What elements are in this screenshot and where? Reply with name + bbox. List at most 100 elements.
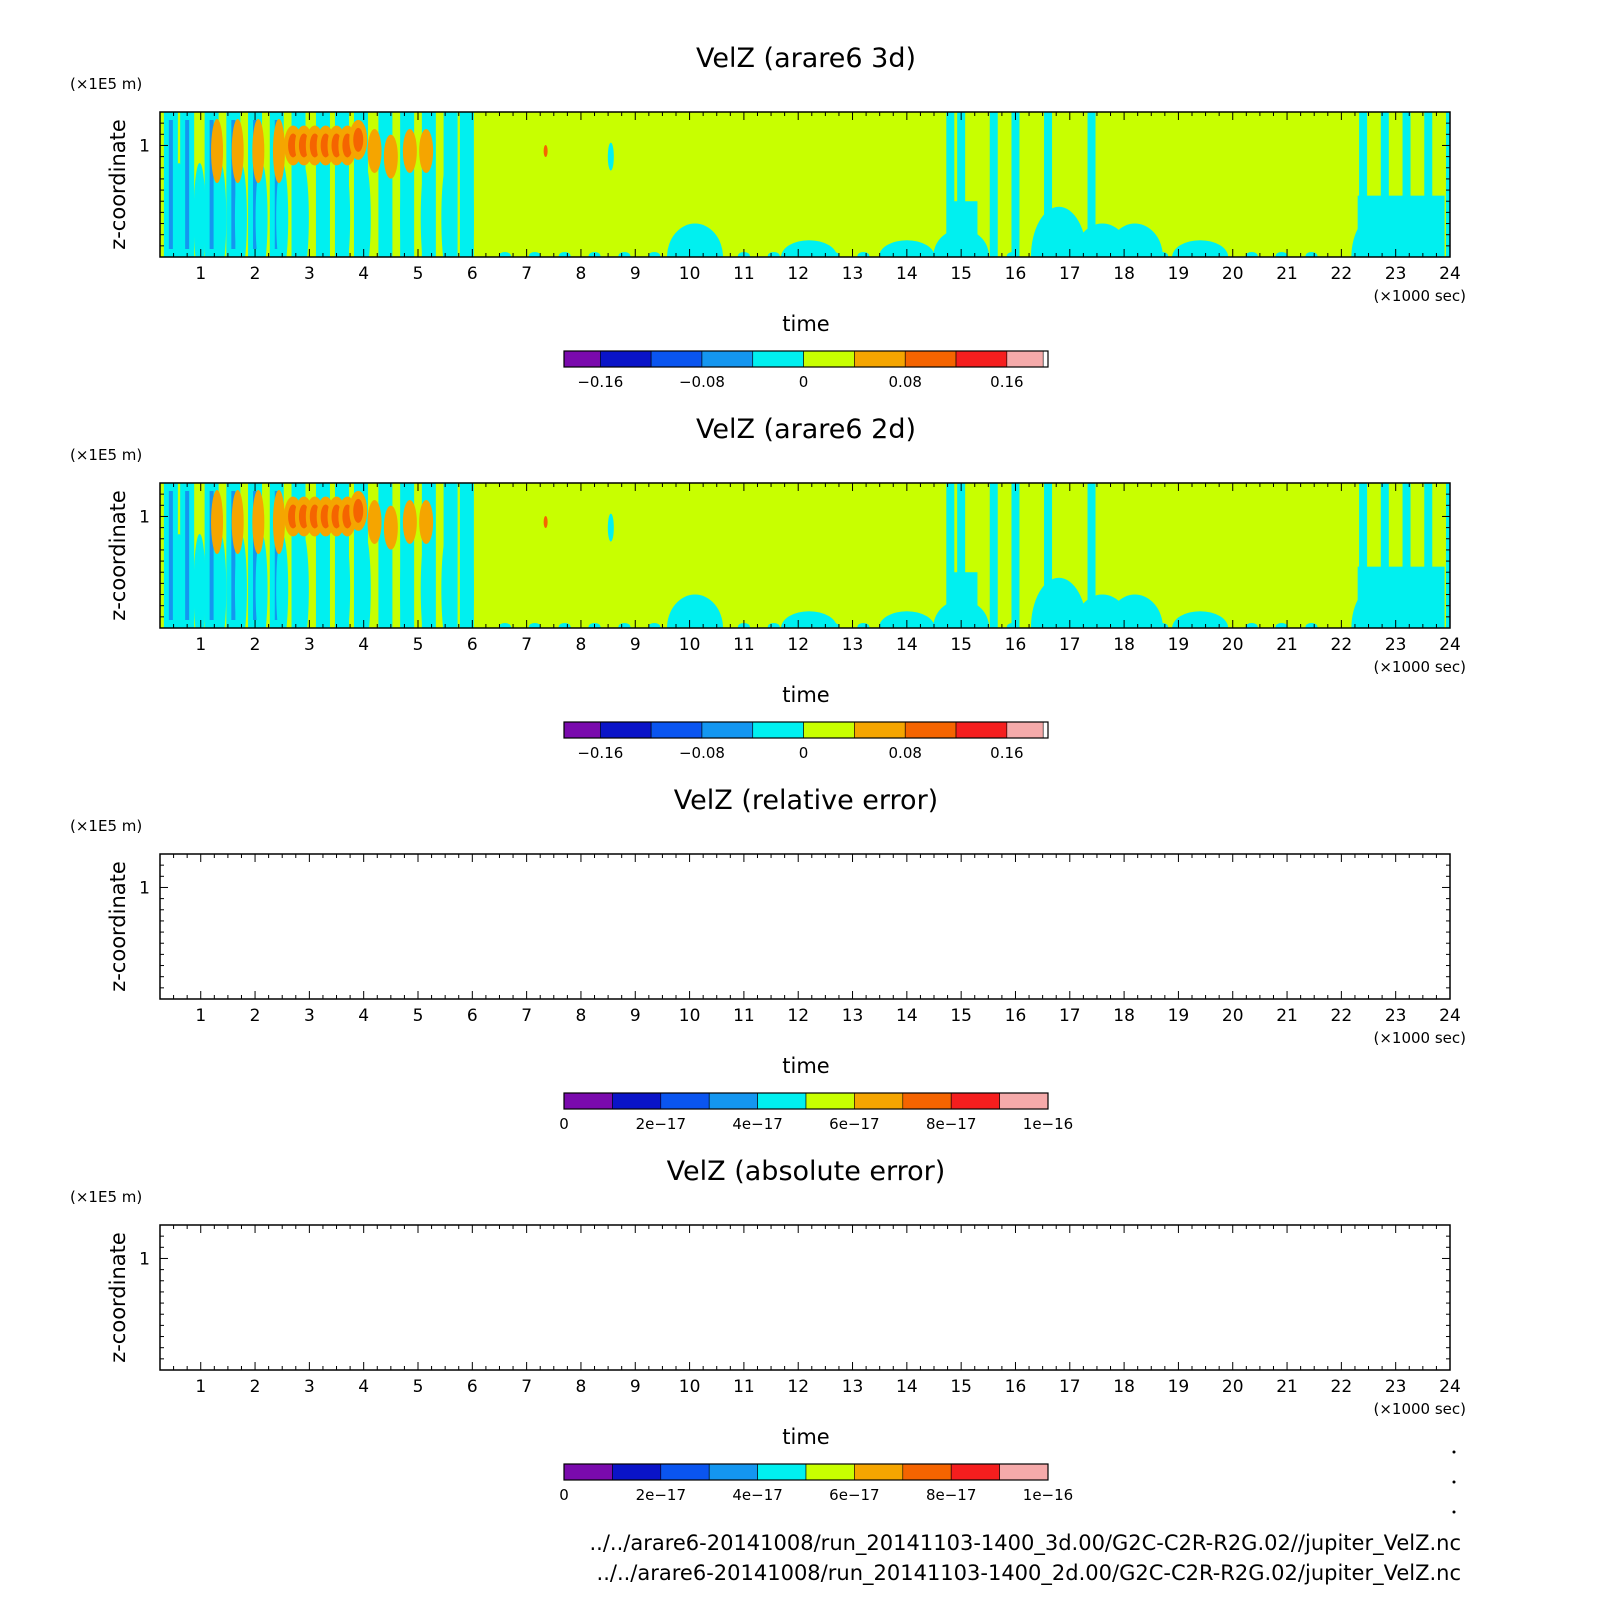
colorbar-tick-label: 1e−16 — [1023, 1486, 1073, 1504]
stray-dot — [1452, 1480, 1456, 1484]
negative-ripple — [767, 623, 780, 628]
x-tick-label: 13 — [842, 635, 864, 655]
negative-tail — [276, 533, 289, 628]
negative-patch — [1357, 195, 1445, 257]
x-tick-label: 22 — [1331, 635, 1353, 655]
colorbar-tick-label: −0.08 — [679, 373, 725, 391]
x-tick-label: 10 — [679, 1377, 701, 1397]
negative-tail — [255, 533, 268, 628]
negative-ripple — [558, 623, 571, 628]
colorbar-swatch — [650, 721, 703, 739]
negative-core — [231, 491, 236, 620]
negative-core — [185, 120, 190, 249]
negative-column — [1380, 483, 1389, 628]
negative-column — [1446, 483, 1450, 628]
positive-blob — [543, 516, 548, 529]
negative-core — [209, 120, 214, 249]
x-tick-label: 24 — [1439, 635, 1461, 655]
colorbar-swatch — [854, 1092, 904, 1110]
colorbar-swatch — [902, 1092, 952, 1110]
x-axis-label: time — [782, 312, 829, 336]
strong-positive-core — [353, 498, 364, 523]
colorbar-swatch — [1006, 721, 1044, 739]
x-tick-label: 11 — [733, 1377, 755, 1397]
chart-panel-4: VelZ (absolute error) (×1E5 m) z-coordinat… — [70, 1156, 1466, 1504]
x-tick-label: 17 — [1059, 1377, 1081, 1397]
negative-patch — [781, 611, 838, 628]
positive-blob — [419, 500, 434, 545]
chart-title: VelZ (arare6 2d) — [696, 414, 916, 445]
x-tick-label: 2 — [250, 635, 261, 655]
x-tick-label: 11 — [733, 635, 755, 655]
stray-dot — [1452, 1510, 1456, 1514]
y-unit-label: (×1E5 m) — [70, 817, 142, 835]
negative-column — [1087, 112, 1096, 257]
negative-tail — [400, 162, 413, 257]
colorbar-swatch — [999, 1092, 1049, 1110]
plot-frame — [159, 111, 1451, 258]
plot-frame — [159, 853, 1451, 1000]
negative-ripple — [827, 623, 840, 628]
x-tick-label: 7 — [521, 635, 532, 655]
colorbar-swatch — [1006, 350, 1044, 368]
negative-core — [231, 120, 236, 249]
positive-blob — [367, 500, 382, 545]
negative-tail — [338, 162, 351, 257]
colorbar-swatch — [650, 350, 703, 368]
x-tick-label: 1 — [195, 1006, 206, 1026]
negative-ripple — [1006, 252, 1019, 257]
negative-tail — [173, 162, 186, 257]
x-tick-label: 1 — [195, 1377, 206, 1397]
x-tick-label: 24 — [1439, 1006, 1461, 1026]
colorbar-swatch — [950, 1092, 1000, 1110]
negative-tail — [214, 162, 227, 257]
positive-blob — [383, 505, 398, 550]
x-tick-label: 19 — [1168, 264, 1190, 284]
x-unit-label: (×1000 sec) — [1373, 287, 1466, 305]
negative-column — [946, 483, 955, 628]
x-tick-label: 6 — [467, 635, 478, 655]
negative-ripple — [827, 252, 840, 257]
negative-column — [1087, 483, 1096, 628]
negative-ripple — [1305, 252, 1318, 257]
colorbar-tick-label: −0.16 — [577, 373, 623, 391]
negative-ripple — [1006, 623, 1019, 628]
y-axis-label: z-coordinate — [106, 1232, 130, 1363]
plot-frame — [159, 482, 1451, 629]
negative-patch — [1172, 240, 1229, 257]
positive-blob — [367, 129, 382, 174]
colorbar-swatch — [999, 1463, 1049, 1481]
negative-column — [1424, 483, 1433, 628]
colorbar-swatch — [563, 1092, 613, 1110]
chart-title: VelZ (relative error) — [674, 785, 938, 816]
negative-ripple — [498, 252, 511, 257]
negative-ripple — [678, 252, 691, 257]
x-tick-label: 6 — [467, 264, 478, 284]
positive-blob — [272, 119, 285, 184]
x-tick-label: 8 — [576, 264, 587, 284]
x-tick-label: 19 — [1168, 635, 1190, 655]
colorbar-tick-label: 8e−17 — [926, 1115, 976, 1133]
negative-ripple — [1245, 623, 1258, 628]
x-tick-label: 16 — [1005, 264, 1027, 284]
x-tick-label: 12 — [787, 264, 809, 284]
negative-ripple — [1215, 252, 1228, 257]
negative-ripple — [1126, 623, 1139, 628]
x-tick-label: 18 — [1113, 635, 1135, 655]
colorbar-swatch — [660, 1463, 710, 1481]
x-tick-label: 13 — [842, 264, 864, 284]
negative-column — [1402, 112, 1411, 257]
positive-blob — [252, 490, 265, 555]
colorbar-swatch — [599, 350, 652, 368]
negative-tail — [441, 162, 454, 257]
positive-blob — [252, 119, 265, 184]
negative-column — [946, 112, 955, 257]
negative-ripple — [678, 623, 691, 628]
colorbar-swatch — [757, 1092, 807, 1110]
x-tick-label: 14 — [896, 1006, 918, 1026]
plot-area — [160, 483, 1450, 628]
negative-column — [1446, 112, 1450, 257]
negative-ripple — [618, 623, 631, 628]
